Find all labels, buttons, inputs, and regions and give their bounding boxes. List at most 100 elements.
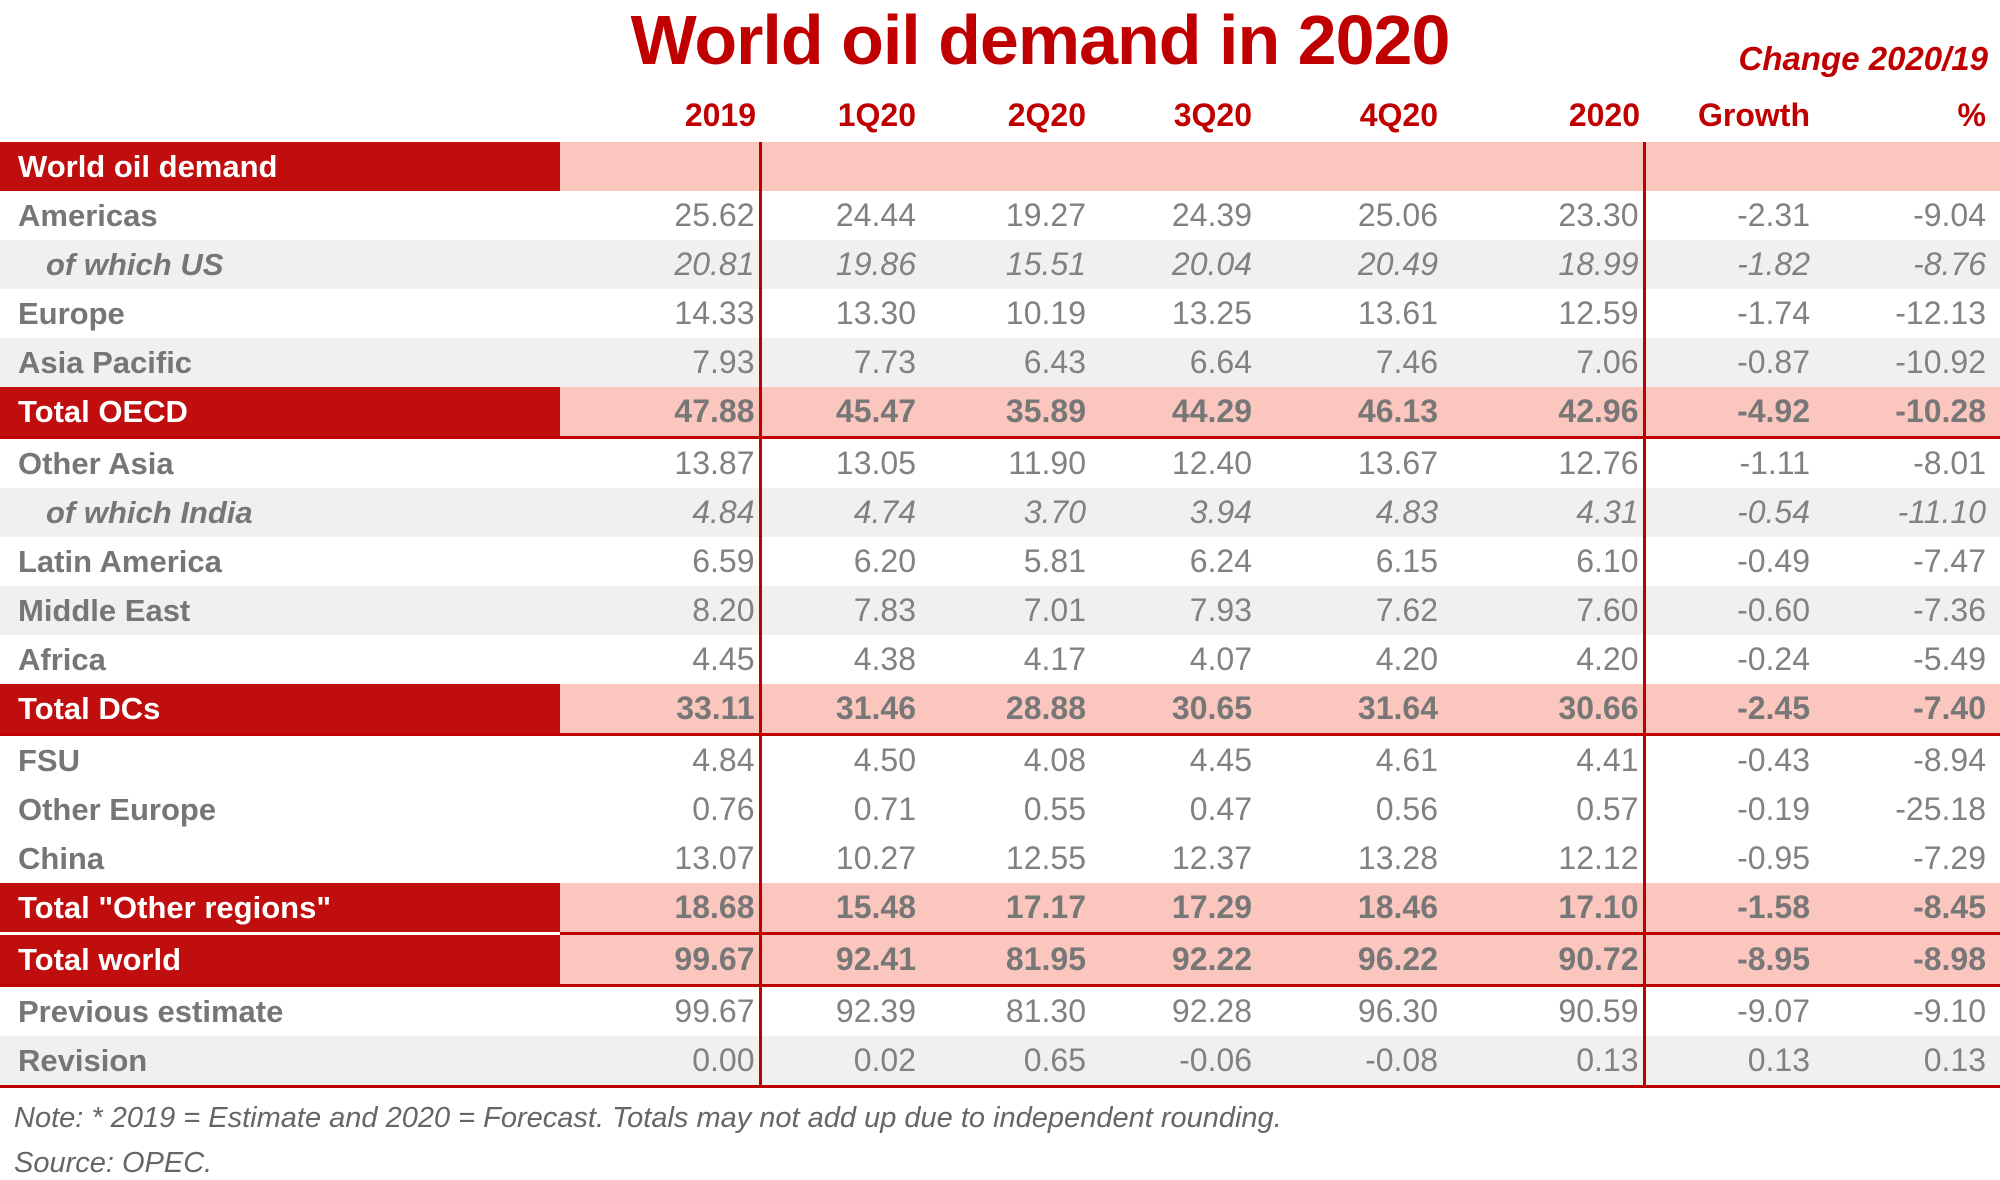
oil-demand-table: 2019 1Q20 2Q20 3Q20 4Q20 2020 Growth % W… bbox=[0, 96, 2000, 1088]
cell-value: 19.86 bbox=[760, 240, 920, 289]
cell-value: 96.22 bbox=[1256, 933, 1442, 987]
cell-value: 30.66 bbox=[1442, 684, 1646, 736]
col-header-2q20: 2Q20 bbox=[1007, 97, 1086, 133]
cell-value: -1.11 bbox=[1739, 445, 1810, 481]
cell-value: 4.31 bbox=[1442, 488, 1646, 537]
cell-value: 13.67 bbox=[1357, 445, 1438, 481]
table-row-other-europe: Other Europe 0.76 0.71 0.55 0.47 0.56 0.57 -0.1… bbox=[0, 785, 2000, 834]
cell-value bbox=[560, 142, 762, 191]
cell-value: 99.67 bbox=[560, 933, 762, 987]
cell-value: 92.28 bbox=[1171, 993, 1252, 1029]
cell-value: 4.45 bbox=[1189, 742, 1252, 778]
cell-value: -8.95 bbox=[1644, 933, 1814, 987]
cell-value: 3.70 bbox=[920, 488, 1090, 537]
source-note: Source: OPEC. bbox=[14, 1147, 213, 1179]
row-label: Middle East bbox=[0, 586, 560, 635]
table-row-total-dcs: Total DCs 33.11 31.46 28.88 30.65 31.64 30.66-… bbox=[0, 684, 2000, 736]
row-label: Previous estimate bbox=[18, 993, 284, 1029]
cell-value: 4.20 bbox=[1442, 635, 1646, 684]
table-row-total-other-regions: Total "Other regions" 18.68 15.48 17.17 17.2… bbox=[0, 883, 2000, 935]
cell-value: 4.84 bbox=[560, 488, 762, 537]
cell-value: 17.10 bbox=[1442, 883, 1646, 935]
cell-value: -0.08 bbox=[1256, 1036, 1442, 1088]
cell-value: 4.17 bbox=[1023, 641, 1086, 677]
cell-value bbox=[1644, 142, 1814, 191]
cell-value: 7.93 bbox=[1090, 586, 1256, 635]
cell-value: 13.07 bbox=[560, 834, 762, 883]
cell-value: 10.19 bbox=[1005, 295, 1086, 331]
cell-value: 3.94 bbox=[1090, 488, 1256, 537]
cell-value: 0.47 bbox=[1189, 791, 1252, 827]
cell-value: 0.71 bbox=[853, 791, 916, 827]
cell-value: 13.61 bbox=[1357, 295, 1438, 331]
cell-value: 7.83 bbox=[760, 586, 920, 635]
row-label: Americas bbox=[18, 197, 158, 233]
cell-value: 35.89 bbox=[920, 387, 1090, 439]
row-label: of which US bbox=[0, 240, 560, 289]
row-label: Total OECD bbox=[0, 387, 560, 439]
footnote: Note: * 2019 = Estimate and 2020 = Forec… bbox=[14, 1102, 1282, 1134]
cell-value: 24.44 bbox=[835, 197, 916, 233]
cell-value: 6.43 bbox=[920, 338, 1090, 387]
cell-value: 6.10 bbox=[1442, 537, 1646, 586]
cell-value: 4.07 bbox=[1189, 641, 1252, 677]
cell-value: -0.95 bbox=[1737, 840, 1810, 876]
cell-value: 92.39 bbox=[835, 993, 916, 1029]
cell-value: -8.45 bbox=[1814, 883, 2000, 935]
cell-value: -0.06 bbox=[1090, 1036, 1256, 1088]
cell-value: -0.24 bbox=[1737, 641, 1810, 677]
table-row-total-world: Total world 99.67 92.41 81.95 92.22 96.22 90.7… bbox=[0, 933, 2000, 987]
col-header-3q20: 3Q20 bbox=[1173, 97, 1252, 133]
cell-value: 15.48 bbox=[760, 883, 920, 935]
cell-value bbox=[1442, 142, 1646, 191]
cell-value: 12.55 bbox=[1005, 840, 1086, 876]
cell-value: 12.40 bbox=[1171, 445, 1252, 481]
table-row-fsu: FSU 4.84 4.50 4.08 4.45 4.61 4.41 -0.43 -8.94 bbox=[0, 734, 2000, 785]
row-label: Latin America bbox=[18, 543, 222, 579]
cell-value: 31.46 bbox=[760, 684, 920, 736]
row-label: FSU bbox=[18, 742, 80, 778]
cell-value: 46.13 bbox=[1256, 387, 1442, 439]
cell-value: 99.67 bbox=[560, 985, 762, 1036]
cell-value: 23.30 bbox=[1442, 191, 1646, 240]
cell-value: 7.01 bbox=[920, 586, 1090, 635]
cell-value: 7.62 bbox=[1256, 586, 1442, 635]
col-header-4q20: 4Q20 bbox=[1359, 97, 1438, 133]
table-row-of-which-india: of which India 4.84 4.74 3.70 3.94 4.83 4.31 -0… bbox=[0, 488, 2000, 537]
cell-value: 6.64 bbox=[1090, 338, 1256, 387]
row-label: World oil demand bbox=[0, 142, 560, 191]
cell-value: 13.30 bbox=[835, 295, 916, 331]
cell-value: 4.41 bbox=[1442, 734, 1646, 785]
col-header-percent: % bbox=[1957, 97, 1986, 133]
cell-value: 44.29 bbox=[1090, 387, 1256, 439]
cell-value: 92.22 bbox=[1090, 933, 1256, 987]
cell-value: 42.96 bbox=[1442, 387, 1646, 439]
cell-value: 5.81 bbox=[1023, 543, 1086, 579]
cell-value: -4.92 bbox=[1644, 387, 1814, 439]
cell-value: 12.12 bbox=[1442, 834, 1646, 883]
cell-value: 7.60 bbox=[1442, 586, 1646, 635]
cell-value: 4.61 bbox=[1375, 742, 1438, 778]
cell-value: 28.88 bbox=[920, 684, 1090, 736]
cell-value: 0.56 bbox=[1375, 791, 1438, 827]
cell-value bbox=[1256, 142, 1442, 191]
cell-value: -1.58 bbox=[1644, 883, 1814, 935]
cell-value: 90.72 bbox=[1442, 933, 1646, 987]
cell-value: 45.47 bbox=[760, 387, 920, 439]
cell-value: 12.59 bbox=[1442, 289, 1646, 338]
col-header-2019: 2019 bbox=[684, 97, 756, 133]
cell-value: -7.29 bbox=[1913, 840, 1986, 876]
cell-value: 8.20 bbox=[560, 586, 762, 635]
cell-value: 81.30 bbox=[1005, 993, 1086, 1029]
cell-value: -0.60 bbox=[1644, 586, 1814, 635]
cell-value: 92.41 bbox=[760, 933, 920, 987]
cell-value: 25.06 bbox=[1357, 197, 1438, 233]
cell-value: 4.45 bbox=[560, 635, 762, 684]
cell-value: 18.68 bbox=[560, 883, 762, 935]
row-label: Asia Pacific bbox=[0, 338, 560, 387]
cell-value: -9.04 bbox=[1913, 197, 1986, 233]
cell-value: -0.19 bbox=[1737, 791, 1810, 827]
cell-value: 0.00 bbox=[560, 1036, 762, 1088]
cell-value: 6.24 bbox=[1189, 543, 1252, 579]
